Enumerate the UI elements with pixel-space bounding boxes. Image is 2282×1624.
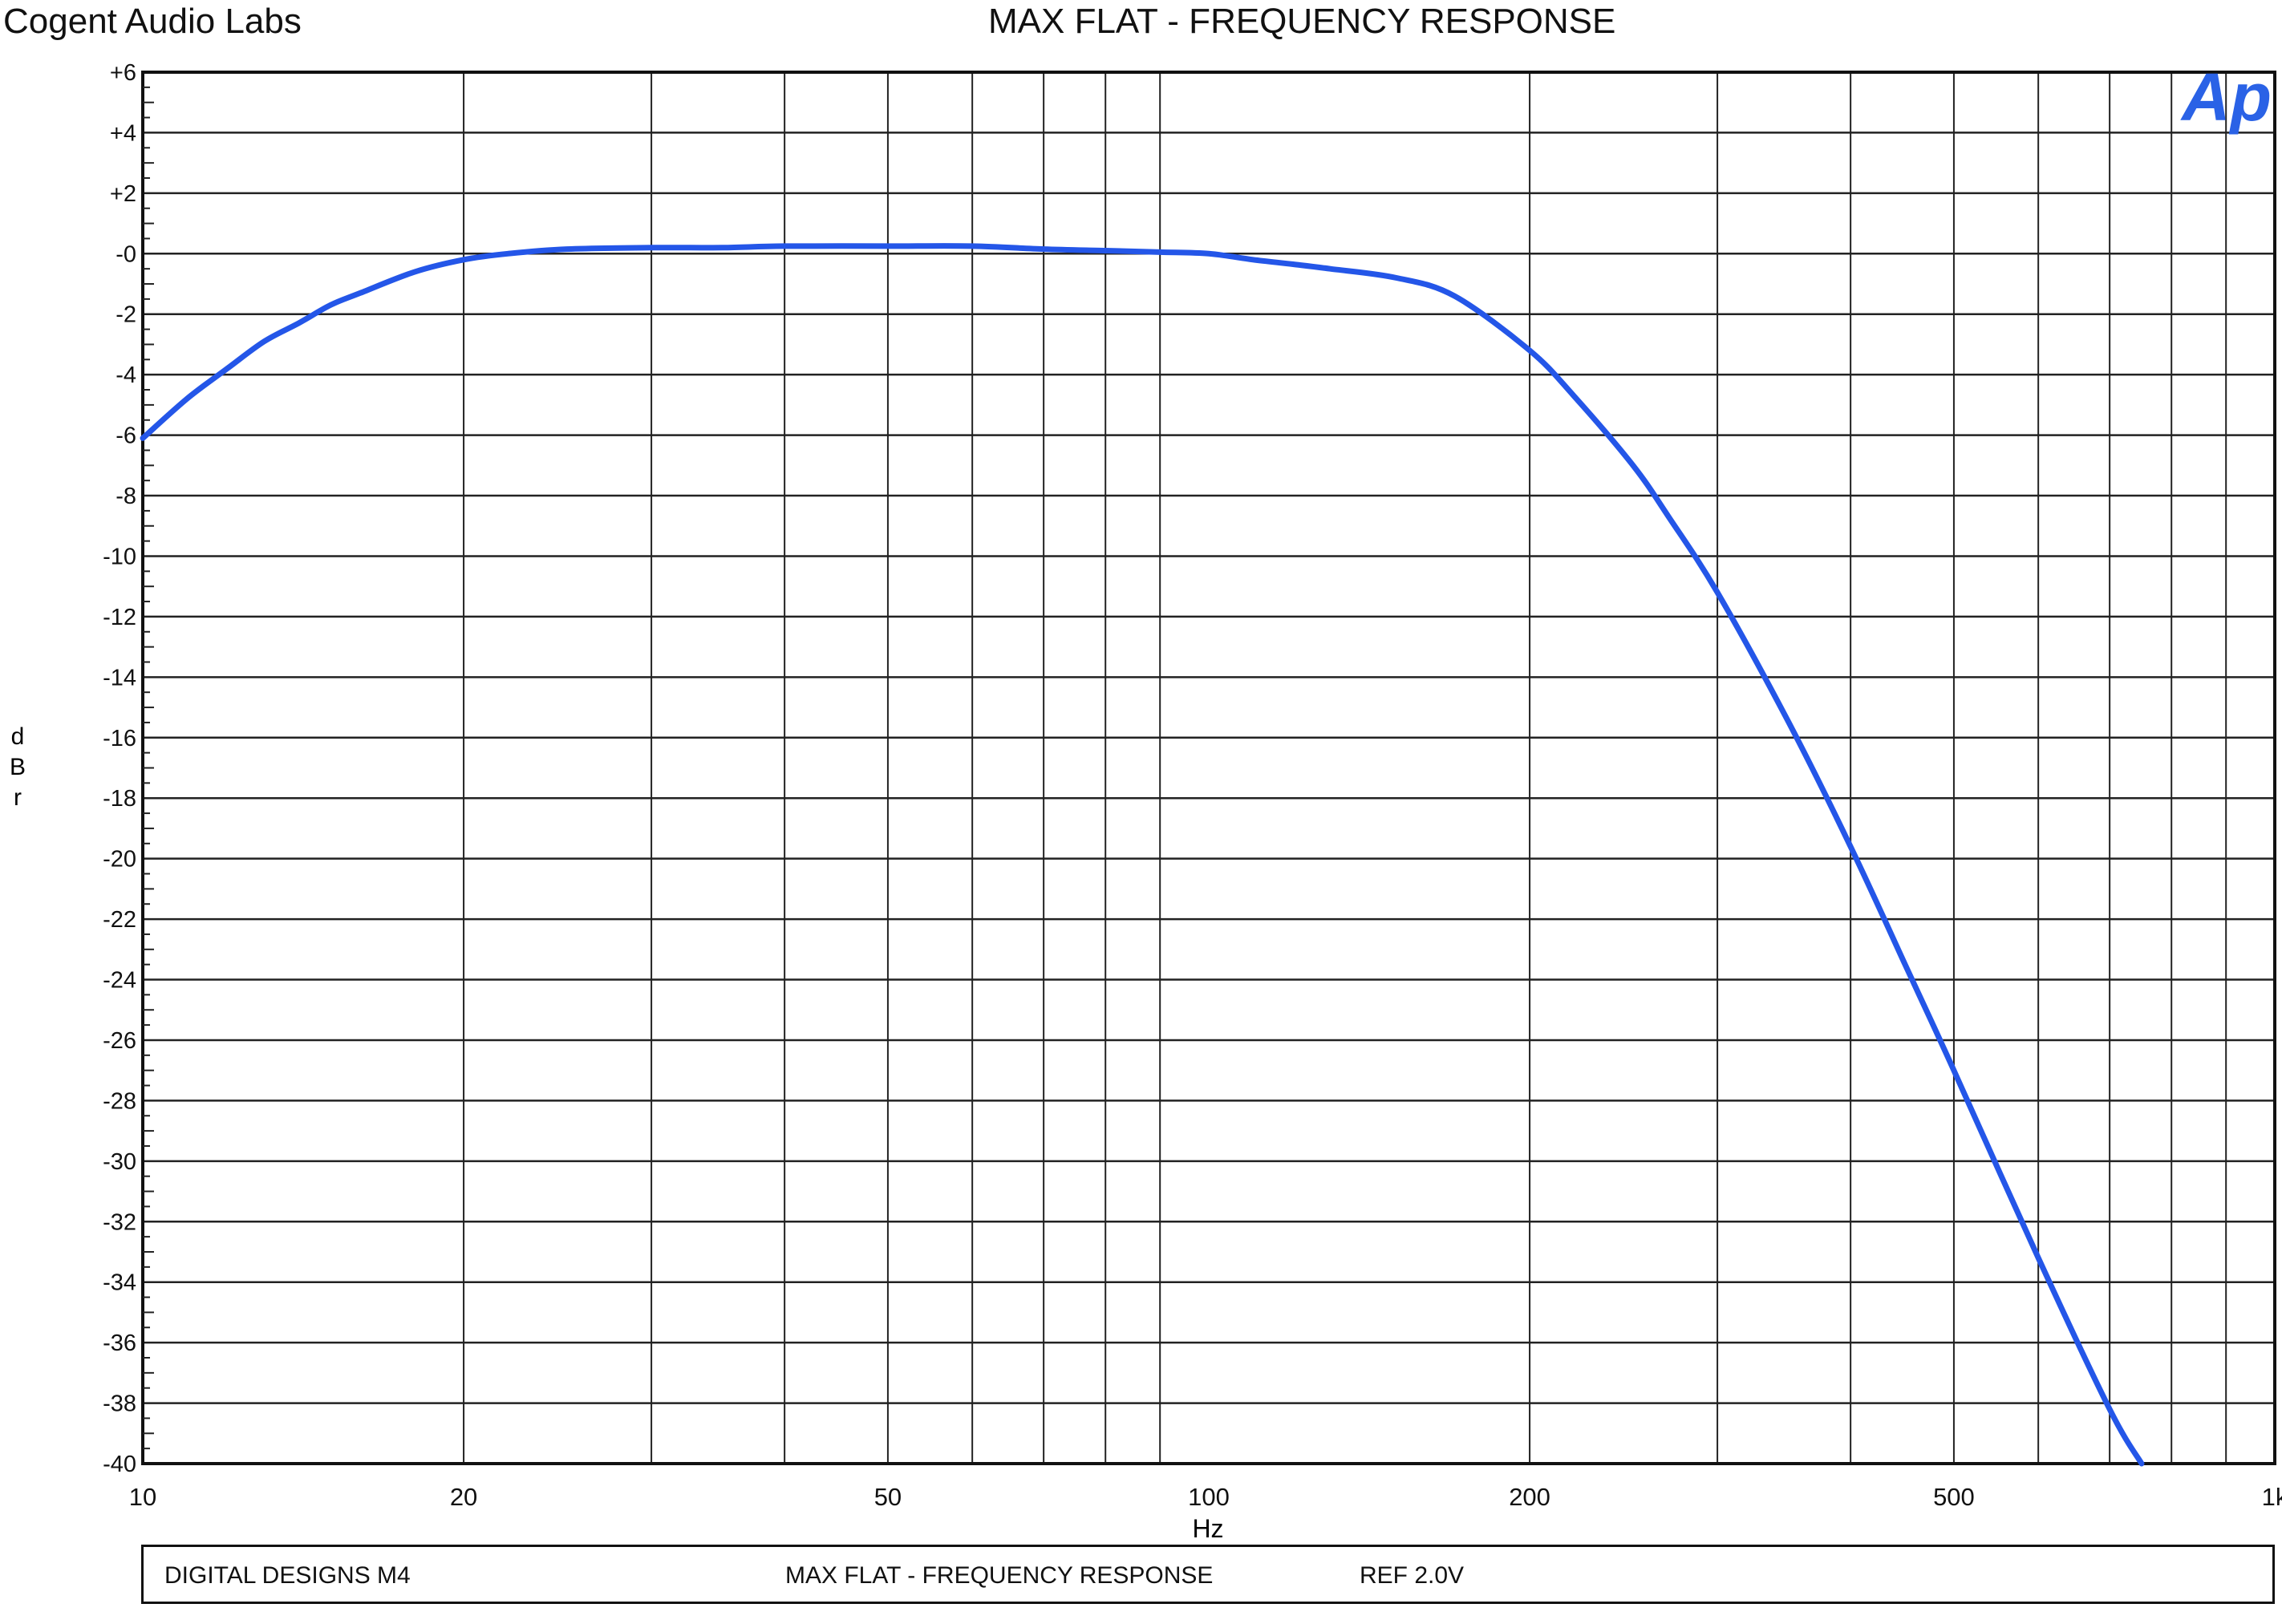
minor-gridlines bbox=[463, 72, 2227, 1464]
y-tick-label: -22 bbox=[103, 907, 136, 933]
y-tick-label: -14 bbox=[103, 665, 136, 691]
plot-frame bbox=[141, 71, 2276, 1465]
x-tick-label: 1k bbox=[2262, 1483, 2282, 1511]
x-tick-label: 500 bbox=[1933, 1483, 1975, 1511]
footer-reference-level: REF 2.0V bbox=[1360, 1562, 1465, 1589]
footer-title: MAX FLAT - FREQUENCY RESPONSE bbox=[785, 1562, 1214, 1589]
y-tick-label: -20 bbox=[103, 847, 136, 873]
company-name: Cogent Audio Labs bbox=[3, 2, 302, 41]
y-tick-label: -10 bbox=[103, 544, 136, 569]
y-tick-label: -16 bbox=[103, 726, 136, 751]
x-axis-label: Hz bbox=[1192, 1514, 1223, 1543]
y-axis-minor-ticks bbox=[143, 86, 154, 1450]
y-tick-label: -8 bbox=[116, 484, 136, 509]
y-tick-label: +4 bbox=[110, 120, 136, 146]
y-tick-label: +2 bbox=[110, 181, 136, 207]
y-tick-label: -26 bbox=[103, 1028, 136, 1054]
chart-title: MAX FLAT - FREQUENCY RESPONSE bbox=[988, 2, 1616, 41]
y-tick-label: -24 bbox=[103, 968, 136, 994]
x-tick-label: 100 bbox=[1188, 1483, 1230, 1511]
y-tick-label: -6 bbox=[116, 423, 136, 449]
y-tick-label: -32 bbox=[103, 1209, 136, 1235]
y-tick-label: -40 bbox=[103, 1452, 136, 1477]
y-axis-label-char: d bbox=[11, 723, 25, 750]
y-tick-label: +6 bbox=[110, 60, 136, 86]
x-tick-label: 10 bbox=[129, 1483, 156, 1511]
y-tick-label: -36 bbox=[103, 1330, 136, 1356]
y-tick-label: -18 bbox=[103, 786, 136, 812]
x-tick-label: 200 bbox=[1509, 1483, 1550, 1511]
y-tick-label: -28 bbox=[103, 1088, 136, 1114]
x-tick-label: 20 bbox=[450, 1483, 477, 1511]
x-tick-label: 50 bbox=[874, 1483, 902, 1511]
x-axis-tick-labels: 10 20 50 100 200 500 1k bbox=[129, 1483, 2282, 1511]
y-axis-tick-labels: +6 +4 +2 -0 -2 -4 -6 -8 -10 -12 -14 -16 -18 -20 -22 -24… bbox=[103, 60, 136, 1477]
y-tick-label: -0 bbox=[116, 241, 136, 267]
ap-logo: Ap bbox=[2180, 59, 2272, 135]
y-tick-label: -30 bbox=[103, 1149, 136, 1175]
y-tick-label: -34 bbox=[103, 1270, 136, 1296]
major-gridlines bbox=[141, 71, 2276, 1465]
y-tick-label: -12 bbox=[103, 605, 136, 630]
response-curve bbox=[140, 243, 2145, 1467]
y-tick-label: -38 bbox=[103, 1391, 136, 1417]
footer-info-box: DIGITAL DESIGNS M4 MAX FLAT - FREQUENCY … bbox=[141, 1545, 2275, 1604]
y-tick-label: -2 bbox=[116, 302, 136, 328]
y-tick-label: -4 bbox=[116, 362, 136, 388]
y-axis-label-char: B bbox=[10, 754, 26, 780]
y-axis-label-char: r bbox=[14, 784, 22, 811]
footer-device-name: DIGITAL DESIGNS M4 bbox=[164, 1562, 411, 1589]
